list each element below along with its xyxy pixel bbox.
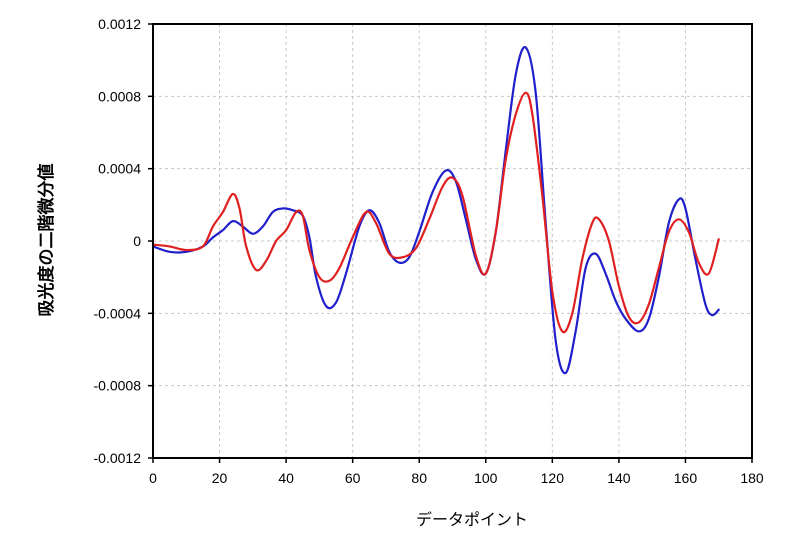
x-tick-label: 100 [474,470,498,486]
x-axis-title: データポイント [416,510,528,529]
series-line-red [151,91,720,334]
plot-frame [152,23,753,459]
y-tick-label: -0.0012 [94,450,142,466]
y-tick-label: -0.0004 [94,305,142,321]
x-tick-labels: 0 20 40 60 80 100 120 140 160 180 [149,458,764,486]
x-tick-label: 140 [607,470,631,486]
x-tick-label: 120 [541,470,565,486]
x-tick-label: 0 [149,470,157,486]
y-tick-label: 0 [133,233,141,249]
x-tick-label: 20 [212,470,228,486]
y-tick-labels: 0.0012 0.0008 0.0004 0 -0.0004 -0.0008 -0.0012 [94,16,153,466]
x-tick-label: 40 [278,470,294,486]
y-tick-label: 0.0004 [98,161,141,177]
y-tick-label: 0.0008 [98,88,141,104]
x-tick-label: 80 [411,470,427,486]
x-tick-label: 160 [674,470,698,486]
series-layer [151,46,720,375]
grid-lines [153,24,752,458]
x-tick-label: 180 [740,470,764,486]
y-tick-label: -0.0008 [94,378,142,394]
y-tick-label: 0.0012 [98,16,141,32]
y-axis-title: 吸光度の二階微分値 [36,164,57,317]
x-tick-label: 60 [345,470,361,486]
